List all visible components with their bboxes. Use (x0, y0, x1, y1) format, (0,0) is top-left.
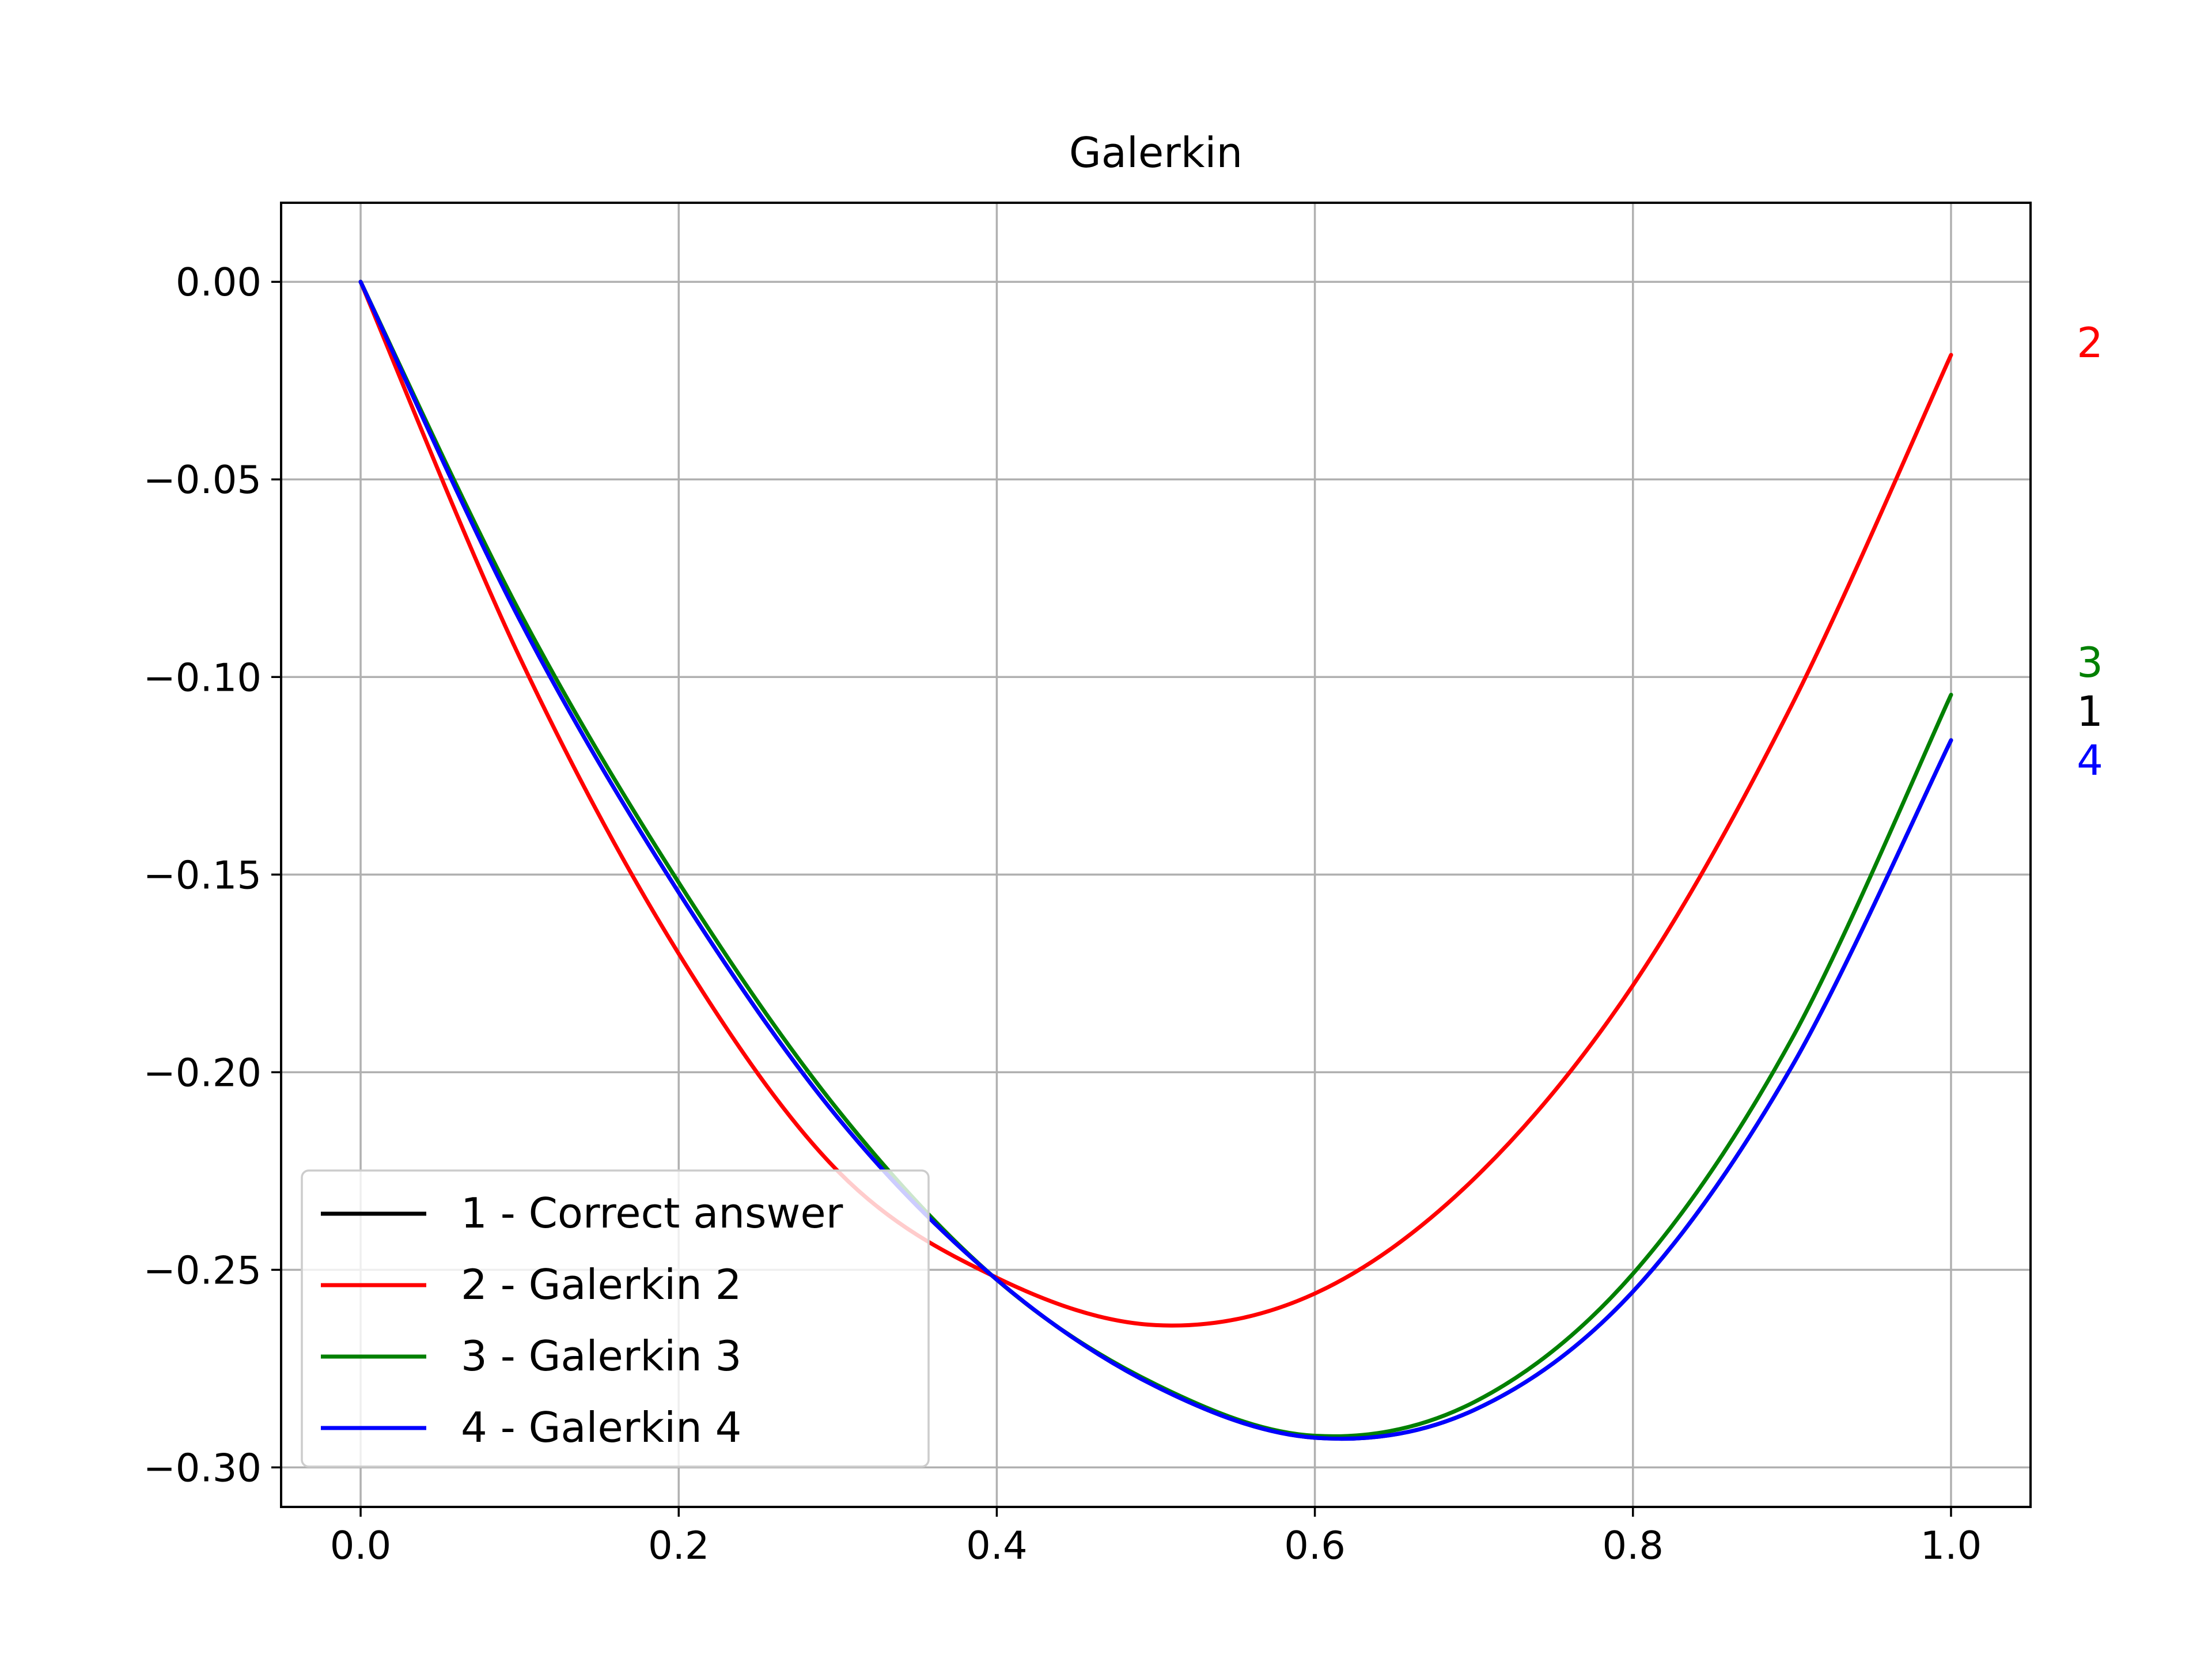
legend-entry-label: 2 - Galerkin 2 (461, 1260, 741, 1309)
y-tick-label: 0.00 (176, 260, 262, 305)
x-tick-label: 0.6 (1284, 1523, 1346, 1568)
x-tick-label: 0.2 (648, 1523, 710, 1568)
x-tick-label: 0.0 (330, 1523, 392, 1568)
y-tick-label: −0.25 (143, 1248, 262, 1293)
legend-entry-label: 1 - Correct answer (461, 1189, 843, 1237)
series-end-label-3: 3 (2077, 638, 2103, 687)
legend-box (301, 1169, 930, 1468)
legend-entry-label: 4 - Galerkin 4 (461, 1403, 741, 1452)
x-tick-label: 0.4 (966, 1523, 1028, 1568)
y-tick-label: −0.05 (143, 457, 262, 502)
legend-entry-label: 3 - Galerkin 3 (461, 1332, 741, 1380)
x-tick-label: 1.0 (1921, 1523, 1982, 1568)
series-line-2 (358, 279, 1953, 1328)
legend: 1 - Correct answer 2 - Galerkin 2 3 - Gale… (301, 1169, 930, 1468)
series-end-label-2: 2 (2077, 319, 2103, 367)
x-tick-label: 0.8 (1602, 1523, 1664, 1568)
axes-frame (280, 202, 2032, 1508)
series-line-4 (358, 279, 1953, 1441)
y-axis-ticks: 0.00 −0.05 −0.10 −0.15 −0.20 −0.25 −0.30 (143, 260, 281, 1490)
plot-lines (358, 279, 1953, 1441)
grid (281, 203, 2031, 1507)
chart-title: Galerkin (1069, 128, 1243, 177)
series-end-label-1: 1 (2077, 687, 2103, 736)
series-end-label-4: 4 (2077, 736, 2103, 785)
series-end-labels: 1 2 3 4 (2077, 319, 2103, 785)
y-tick-label: −0.15 (143, 853, 262, 897)
x-axis-ticks: 0.0 0.2 0.4 0.6 0.8 1.0 (330, 1507, 1982, 1568)
y-tick-label: −0.20 (143, 1050, 262, 1095)
y-tick-label: −0.10 (143, 655, 262, 700)
y-tick-label: −0.30 (143, 1445, 262, 1490)
